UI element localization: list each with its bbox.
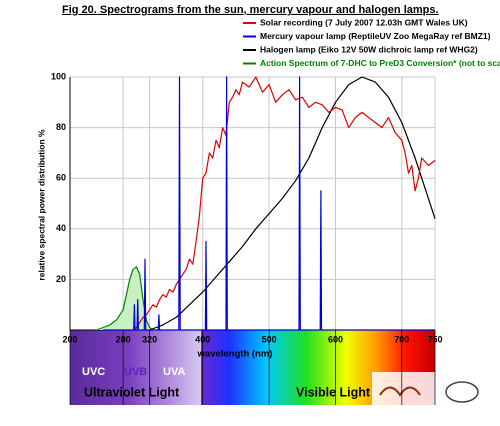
- series-line: [132, 76, 436, 331]
- series-line: [103, 76, 435, 331]
- x-tick-label: 320: [142, 334, 157, 344]
- legend-label: Solar recording (7 July 2007 12.03h GMT …: [260, 17, 468, 27]
- x-tick-label: 700: [394, 334, 409, 344]
- x-tick-label: 600: [328, 334, 343, 344]
- x-tick-label: 750: [427, 334, 442, 344]
- y-tick-label: 40: [56, 223, 66, 233]
- legend-label: Halogen lamp (Eiko 12V 50W dichroic lamp…: [260, 44, 478, 54]
- y-tick-label: 100: [51, 71, 66, 81]
- y-axis-label: relative spectral power distribution %: [36, 129, 46, 281]
- x-tick-label: 500: [262, 334, 277, 344]
- series-line: [149, 76, 436, 331]
- uvc-label: UVC: [82, 366, 105, 378]
- logo-turtle: [445, 381, 479, 403]
- y-tick-label: 20: [56, 274, 66, 284]
- ultraviolet-label: Ultraviolet Light: [84, 385, 180, 399]
- logo-scribble: [379, 386, 421, 397]
- x-tick-label: 400: [195, 334, 210, 344]
- legend-label: Action Spectrum of 7-DHC to PreD3 Conver…: [260, 58, 500, 68]
- y-tick-label: 60: [56, 173, 66, 183]
- x-tick-label: 200: [62, 334, 77, 344]
- chart-title: Fig 20. Spectrograms from the sun, mercu…: [62, 4, 439, 16]
- legend-label: Mercury vapour lamp (ReptileUV Zoo MegaR…: [260, 31, 491, 41]
- logo-box: [372, 372, 492, 420]
- visible-label: Visible Light: [296, 385, 371, 399]
- series-area: [96, 266, 153, 330]
- uv-band: [70, 330, 201, 405]
- x-axis-label: wavelength (nm): [197, 349, 273, 360]
- y-tick-label: 80: [56, 122, 66, 132]
- plot-area: 20 40 60 80 100: [51, 71, 436, 331]
- uvb-label: UVB: [124, 366, 147, 378]
- x-tick-label: 280: [116, 334, 131, 344]
- uva-label: UVA: [163, 366, 185, 378]
